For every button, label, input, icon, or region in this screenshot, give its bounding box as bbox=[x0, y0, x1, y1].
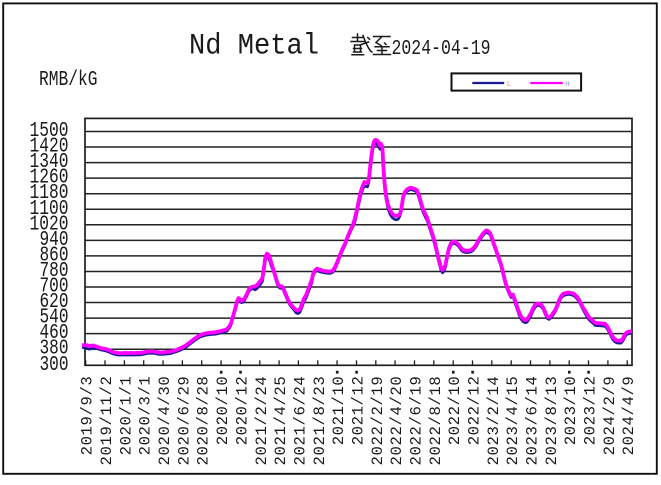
svg-text:2022/10: 2022/10 bbox=[446, 376, 464, 445]
svg-text:1420: 1420 bbox=[30, 136, 69, 159]
svg-text:700: 700 bbox=[40, 276, 69, 299]
svg-text:2023/10: 2023/10 bbox=[562, 376, 580, 445]
svg-text:780: 780 bbox=[40, 260, 69, 283]
svg-text:380: 380 bbox=[40, 338, 69, 361]
svg-text:2020/4/30: 2020/4/30 bbox=[156, 376, 174, 465]
svg-text:2020/1/1: 2020/1/1 bbox=[117, 376, 135, 455]
svg-text:2023/12: 2023/12 bbox=[582, 376, 600, 445]
svg-text:860: 860 bbox=[40, 244, 69, 267]
svg-text:2020/12: 2020/12 bbox=[233, 376, 251, 445]
svg-text:2023/2/14: 2023/2/14 bbox=[485, 376, 503, 465]
svg-text:1500: 1500 bbox=[30, 120, 69, 143]
svg-text:2024/4/9: 2024/4/9 bbox=[620, 376, 638, 455]
svg-text:1180: 1180 bbox=[30, 182, 69, 205]
svg-text:2022/6/19: 2022/6/19 bbox=[408, 376, 426, 465]
svg-text:2024-04-19: 2024-04-19 bbox=[392, 38, 491, 61]
svg-text:2022/2/19: 2022/2/19 bbox=[369, 376, 387, 465]
svg-text:2021/10: 2021/10 bbox=[330, 376, 348, 445]
svg-text:2022/12: 2022/12 bbox=[466, 376, 484, 445]
svg-text:2020/8/28: 2020/8/28 bbox=[195, 376, 213, 465]
svg-text:2023/4/15: 2023/4/15 bbox=[504, 376, 522, 465]
svg-text:2021/6/24: 2021/6/24 bbox=[291, 376, 309, 465]
svg-text:1340: 1340 bbox=[30, 151, 69, 174]
svg-text:2024/2/9: 2024/2/9 bbox=[601, 376, 619, 455]
svg-text:2021/8/23: 2021/8/23 bbox=[311, 376, 329, 465]
svg-text:1260: 1260 bbox=[30, 167, 69, 190]
svg-text:1020: 1020 bbox=[30, 213, 69, 236]
svg-text:2019/9/3: 2019/9/3 bbox=[79, 376, 97, 455]
svg-text:940: 940 bbox=[40, 229, 69, 252]
svg-text:Nd Metal: Nd Metal bbox=[189, 29, 319, 63]
svg-text:2023/6/14: 2023/6/14 bbox=[524, 376, 542, 465]
svg-text:2020/10: 2020/10 bbox=[214, 376, 232, 445]
svg-text:H: H bbox=[565, 81, 570, 89]
svg-text:620: 620 bbox=[40, 291, 69, 314]
svg-text:540: 540 bbox=[40, 307, 69, 330]
svg-text:2021/12: 2021/12 bbox=[350, 376, 368, 445]
svg-text:300: 300 bbox=[40, 354, 69, 377]
svg-text:L: L bbox=[507, 81, 512, 89]
svg-text:2021/2/24: 2021/2/24 bbox=[253, 376, 271, 465]
svg-text:2021/4/25: 2021/4/25 bbox=[272, 376, 290, 465]
svg-text:2019/11/2: 2019/11/2 bbox=[98, 376, 116, 465]
svg-text:2020/3/1: 2020/3/1 bbox=[137, 376, 155, 455]
svg-text:460: 460 bbox=[40, 322, 69, 345]
svg-text:2023/8/13: 2023/8/13 bbox=[543, 376, 561, 465]
svg-text:2022/4/20: 2022/4/20 bbox=[388, 376, 406, 465]
svg-text:2022/8/18: 2022/8/18 bbox=[427, 376, 445, 465]
svg-text:RMB/kG: RMB/kG bbox=[39, 69, 98, 92]
svg-text:2020/6/29: 2020/6/29 bbox=[175, 376, 193, 465]
svg-text:1100: 1100 bbox=[30, 198, 69, 221]
